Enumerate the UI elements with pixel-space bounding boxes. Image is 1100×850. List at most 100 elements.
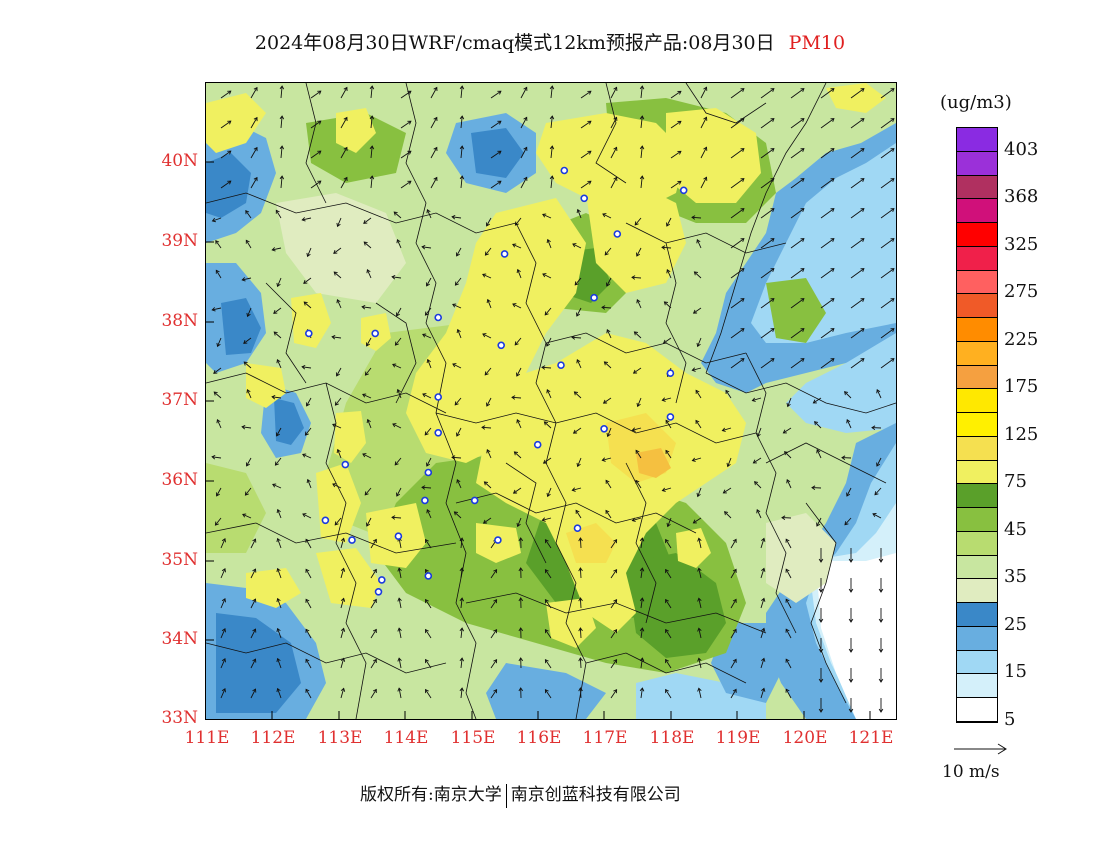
wind-arrow	[634, 331, 642, 339]
wind-arrow	[250, 658, 256, 669]
wind-arrow-head	[636, 299, 641, 304]
wind-arrow	[393, 211, 402, 219]
wind-arrow-head	[639, 115, 645, 120]
wind-arrow	[730, 208, 745, 219]
wind-arrow-head	[279, 175, 285, 180]
wind-arrow-head	[392, 363, 397, 368]
wind-arrow-head	[425, 538, 429, 544]
wind-arrow-head	[369, 145, 375, 150]
wind-arrow	[730, 148, 745, 159]
wind-arrow	[398, 568, 402, 579]
wind-arrow-head	[246, 389, 251, 394]
wind-arrow-head	[459, 597, 465, 602]
wind-arrow-head	[394, 461, 399, 466]
wind-arrow-head	[703, 116, 708, 121]
wind-arrow	[280, 146, 283, 159]
wind-arrow-head	[635, 449, 640, 454]
station-marker	[500, 250, 509, 258]
wind-arrow-head	[426, 209, 431, 214]
wind-arrow	[520, 87, 528, 99]
wind-arrow	[665, 599, 672, 609]
wind-arrow	[550, 116, 553, 129]
wind-arrow	[698, 628, 702, 639]
wind-arrow-head	[785, 658, 790, 663]
wind-arrow-head	[361, 304, 366, 310]
wind-arrow-head	[636, 402, 641, 408]
wind-arrow	[511, 396, 522, 399]
station-marker	[560, 166, 569, 175]
wind-arrow	[730, 328, 745, 339]
wind-arrow-head	[890, 358, 895, 362]
wind-arrow	[212, 307, 222, 311]
wind-arrow	[250, 87, 258, 99]
wind-arrow-head	[340, 567, 346, 572]
wind-arrow	[370, 539, 377, 549]
wind-arrow-head	[576, 359, 581, 364]
wind-arrow-head	[340, 537, 346, 542]
wind-arrow	[430, 177, 438, 189]
wind-arrow-head	[740, 238, 745, 242]
wind-arrow-head	[276, 359, 281, 364]
wind-arrow	[574, 391, 582, 399]
wind-arrow	[485, 247, 492, 256]
wind-arrow-head	[697, 657, 702, 662]
wind-arrow-head	[305, 688, 310, 693]
wind-arrow-head	[663, 301, 668, 306]
wind-arrow-head	[846, 419, 851, 424]
wind-arrow-head	[215, 492, 220, 497]
wind-arrow-head	[572, 429, 578, 434]
legend-label: 275	[1004, 281, 1039, 303]
wind-arrow-head	[305, 568, 310, 573]
wind-arrow-head	[516, 522, 521, 528]
wind-arrow-head	[331, 334, 336, 340]
map-canvas	[206, 83, 896, 719]
wind-arrow	[310, 180, 322, 189]
wind-arrow-head	[276, 567, 281, 573]
wind-arrow	[250, 628, 256, 639]
wind-arrow	[571, 336, 582, 339]
wind-arrow	[577, 209, 582, 219]
wind-arrow-head	[785, 688, 790, 693]
legend-label: 225	[1004, 328, 1039, 350]
wind-arrow-head	[740, 358, 745, 362]
wind-arrow-head	[639, 175, 645, 180]
wind-arrow-head	[317, 120, 322, 125]
wind-arrow	[220, 538, 226, 549]
wind-arrow	[760, 688, 765, 699]
wind-arrow	[362, 306, 372, 309]
wind-arrow-head	[677, 90, 682, 95]
wind-arrow	[370, 659, 377, 669]
lon-label-121e: 121E	[848, 728, 894, 748]
wind-arrow	[215, 270, 222, 279]
legend-swatch	[957, 698, 997, 722]
wind-arrow-head	[693, 271, 698, 276]
wind-arrow	[517, 517, 522, 527]
wind-arrow-head	[276, 657, 281, 663]
wind-arrow	[640, 658, 643, 669]
wind-arrow	[305, 427, 312, 436]
wind-arrow-head	[800, 118, 805, 122]
wind-arrow-head	[544, 539, 549, 544]
station-marker	[394, 532, 403, 541]
wind-arrow-head	[514, 221, 519, 226]
wind-arrow-head	[751, 397, 756, 402]
wind-arrow	[310, 120, 322, 129]
legend-swatch	[957, 508, 997, 532]
wind-arrow	[579, 657, 582, 669]
wind-arrow-head	[665, 628, 669, 634]
wind-arrow	[636, 247, 642, 257]
wind-arrow	[364, 487, 372, 496]
wind-arrow-head	[482, 273, 487, 278]
wind-arrow-head	[697, 597, 702, 602]
wind-arrow-head	[516, 372, 521, 377]
wind-arrow	[820, 328, 835, 339]
wind-arrow-head	[426, 509, 431, 514]
station-marker	[557, 361, 565, 370]
wind-arrow	[456, 247, 462, 257]
wind-arrow	[273, 307, 282, 314]
wind-arrow-head	[544, 599, 549, 604]
wind-arrow	[306, 397, 312, 407]
wind-arrow-head	[276, 687, 281, 693]
station-marker	[378, 576, 386, 584]
wind-arrow	[580, 150, 592, 159]
